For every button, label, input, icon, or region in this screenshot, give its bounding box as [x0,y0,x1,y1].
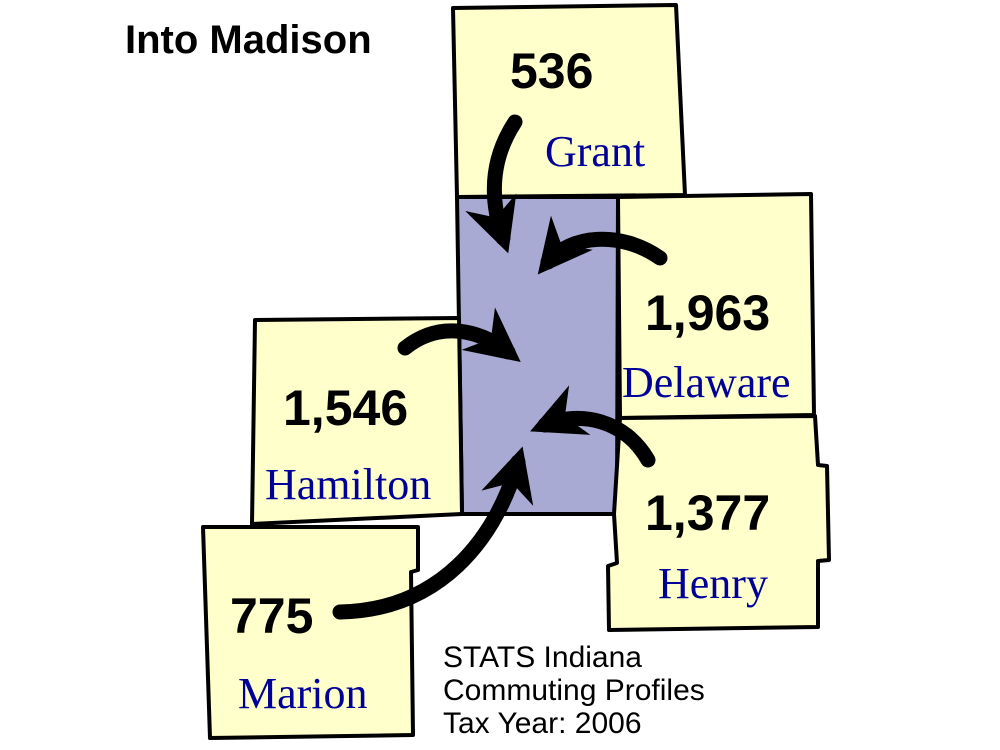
arrow-delaware [537,215,668,275]
delaware-commuters: 1,963 [645,285,770,341]
henry-commuters: 1,377 [645,485,770,541]
county-henry [606,414,831,632]
arrow-hamilton [397,307,521,363]
arrow-marion [332,446,534,620]
hamilton-commuters: 1,546 [283,380,408,436]
source-line-1: STATS Indiana [443,641,642,674]
henry-label: Henry [658,559,768,608]
delaware-label: Delaware [622,358,791,407]
arrow-grant [465,114,523,254]
arrow-henry [530,385,656,468]
marion-commuters: 775 [230,588,313,644]
grant-label: Grant [545,127,645,176]
hamilton-label: Hamilton [265,460,431,509]
source-line-2: Commuting Profiles [443,674,705,707]
map-title: Into Madison [125,18,372,62]
grant-commuters: 536 [510,43,593,99]
source-line-3: Tax Year: 2006 [443,707,642,740]
county-marion [201,525,420,740]
marion-label: Marion [238,669,368,718]
county-hamilton [250,316,464,526]
